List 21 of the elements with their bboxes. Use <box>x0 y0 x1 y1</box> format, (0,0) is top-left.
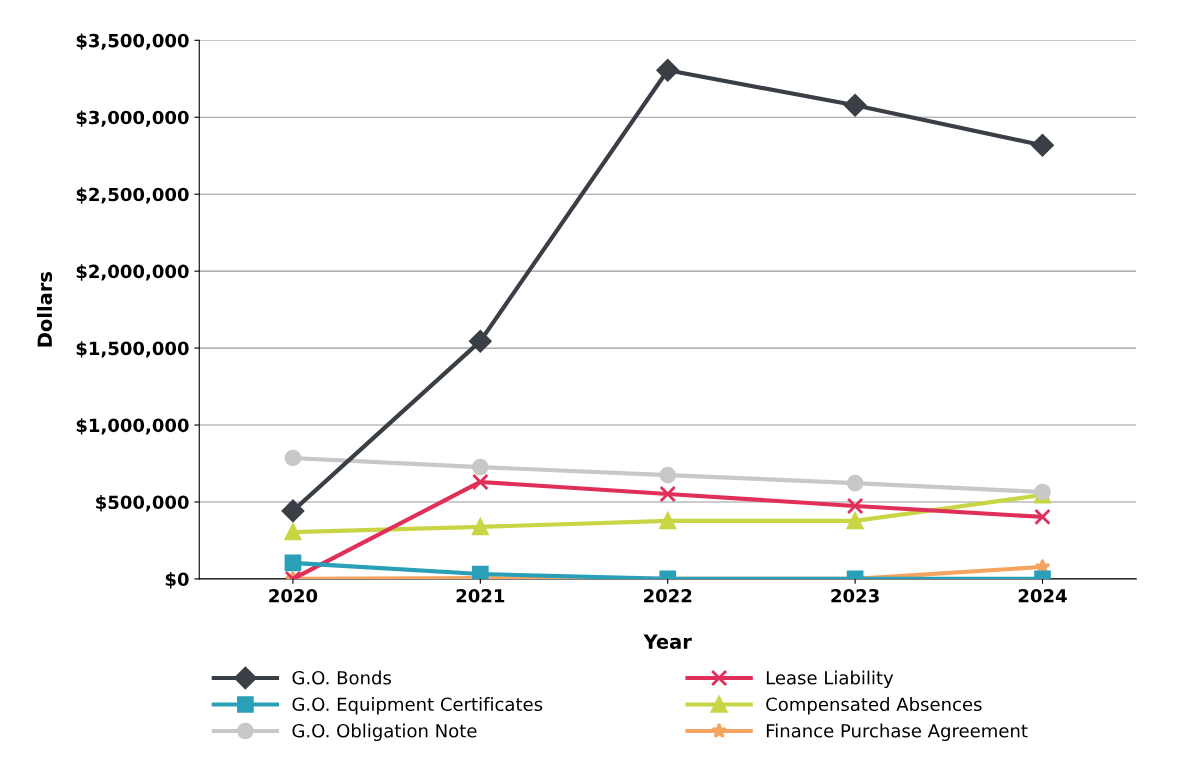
legend-label: Compensated Absences <box>766 697 982 715</box>
y-axis-title: Dollars <box>37 271 53 347</box>
y-tick-label: $2,000,000 <box>76 264 189 281</box>
y-tick-label: $3,500,000 <box>76 33 189 50</box>
y-tick-label: $500,000 <box>96 495 189 512</box>
x-axis-title: Year <box>643 634 692 649</box>
legend-label: Finance Purchase Agreement <box>766 723 1028 742</box>
legend-label: Lease Liability <box>766 670 894 689</box>
y-tick-label: $1,500,000 <box>76 341 189 358</box>
x-tick-label: 2024 <box>1018 588 1067 603</box>
y-tick-label: $3,000,000 <box>76 110 189 127</box>
legend-label: G.O. Equipment Certificates <box>292 697 543 715</box>
legend-label: G.O. Bonds <box>292 670 391 685</box>
x-tick-label: 2020 <box>269 588 318 603</box>
y-tick-label: $0 <box>165 572 189 589</box>
y-tick-label: $2,500,000 <box>76 187 189 204</box>
x-tick-label: 2021 <box>456 588 505 603</box>
x-tick-label: 2022 <box>644 588 692 603</box>
legend-label: G.O. Obligation Note <box>292 723 477 742</box>
x-tick-label: 2023 <box>831 588 879 603</box>
y-tick-label: $1,000,000 <box>76 418 189 435</box>
